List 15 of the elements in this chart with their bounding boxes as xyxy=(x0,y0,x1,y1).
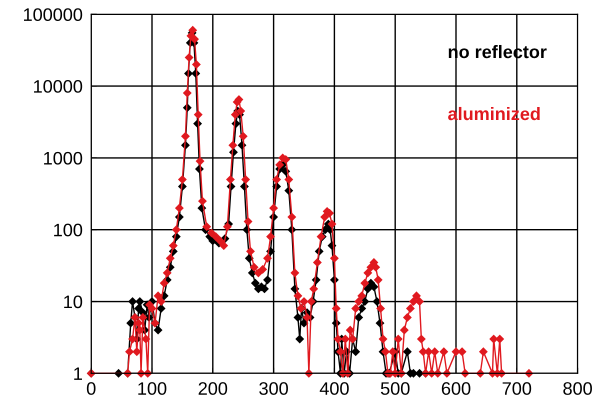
x-tick-label: 300 xyxy=(259,382,288,395)
y-tick-label: 10 xyxy=(64,295,82,308)
x-tick-label: 0 xyxy=(86,382,96,395)
x-tick-label: 200 xyxy=(198,382,228,395)
x-tick-label: 800 xyxy=(563,382,592,395)
x-tick-label: 400 xyxy=(320,382,349,395)
y-tick-label: 1000 xyxy=(44,152,82,165)
x-tick-label: 700 xyxy=(502,382,532,395)
x-tick-label: 100 xyxy=(138,382,166,395)
y-tick-label: 1 xyxy=(74,367,82,380)
y-tick-label: 100000 xyxy=(24,8,82,21)
y-tick-label: 10000 xyxy=(34,80,82,93)
x-tick-label: 600 xyxy=(442,382,470,395)
y-tick-label: 100 xyxy=(54,224,82,236)
x-tick-label: 500 xyxy=(380,382,410,395)
